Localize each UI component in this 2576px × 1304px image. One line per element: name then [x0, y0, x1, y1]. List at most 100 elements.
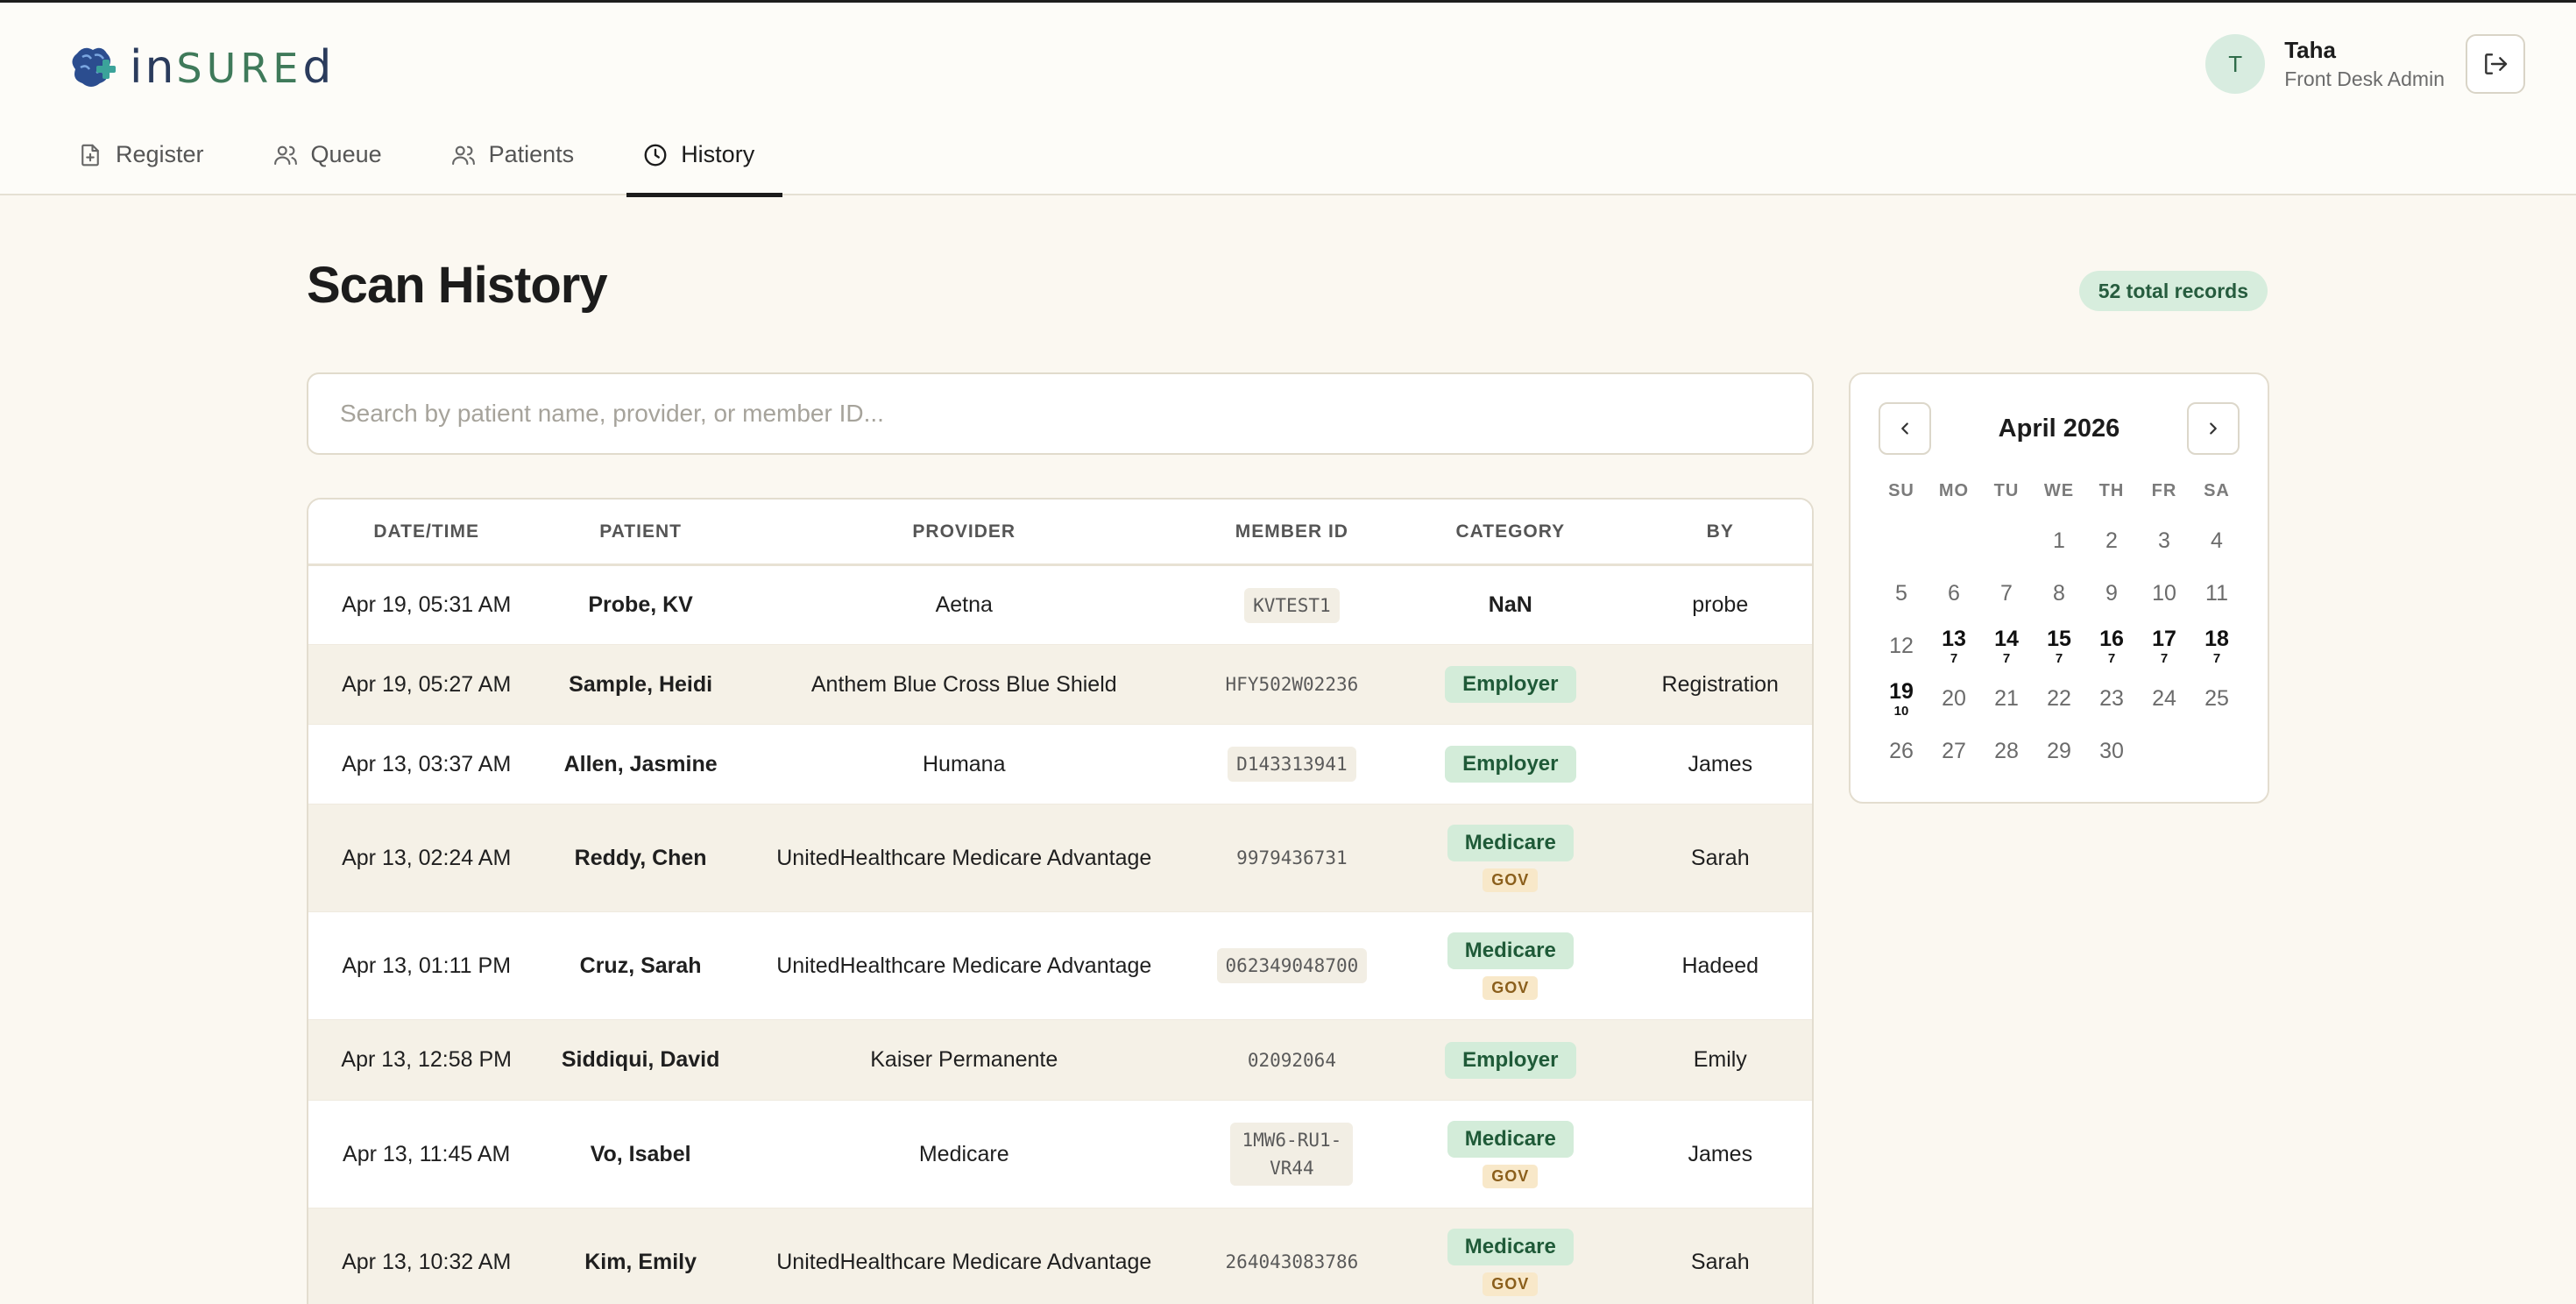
- row-by: Sarah: [1690, 1249, 1750, 1274]
- calendar-day-number: 13: [1942, 627, 1966, 651]
- calendar-day[interactable]: 26: [1875, 725, 1928, 777]
- row-category: NaN: [1488, 592, 1532, 617]
- clock-icon: [644, 144, 667, 166]
- header-patient[interactable]: PATIENT: [599, 521, 682, 542]
- calendar-day[interactable]: 16 7: [2085, 620, 2138, 672]
- header-provider[interactable]: PROVIDER: [912, 521, 1016, 542]
- calendar-day[interactable]: 20: [1928, 672, 1980, 725]
- table-row[interactable]: Apr 13, 01:11 PM Cruz, Sarah UnitedHealt…: [308, 912, 1812, 1020]
- calendar-day[interactable]: 15 7: [2033, 620, 2085, 672]
- row-member-id: 062349048700: [1216, 948, 1368, 983]
- calendar-day[interactable]: 13 7: [1928, 620, 1980, 672]
- calendar-weekdays: SU MO TU WE TH FR SA: [1875, 481, 2243, 501]
- calendar-day[interactable]: 30: [2085, 725, 2138, 777]
- calendar-day[interactable]: 5: [1875, 567, 1928, 620]
- row-member-id: HFY502W02236: [1225, 674, 1359, 695]
- avatar[interactable]: T: [2205, 34, 2266, 94]
- brain-cross-logo-icon: [72, 47, 116, 87]
- calendar-day-number: 29: [2047, 738, 2071, 763]
- tab-register[interactable]: Register: [61, 130, 232, 195]
- row-patient: Siddiqui, David: [561, 1047, 720, 1072]
- app-logo[interactable]: inSUREd: [65, 41, 334, 94]
- calendar-day-number: 1: [2053, 528, 2065, 553]
- row-member-id: 1MW6-RU1-VR44: [1230, 1123, 1354, 1186]
- table-row[interactable]: Apr 13, 02:24 AM Reddy, Chen UnitedHealt…: [308, 804, 1812, 912]
- prev-month-button[interactable]: [1879, 402, 1931, 455]
- tab-patients[interactable]: Patients: [435, 130, 603, 195]
- calendar-day-number: 10: [2152, 580, 2176, 606]
- row-by: Hadeed: [1681, 953, 1759, 978]
- main-nav: Register Queue Patients History: [61, 130, 807, 197]
- calendar-day[interactable]: 1: [2033, 514, 2085, 567]
- row-by: Registration: [1661, 671, 1779, 697]
- table-header: DATE/TIME PATIENT PROVIDER MEMBER ID CAT…: [308, 500, 1812, 566]
- calendar-day[interactable]: 10: [2138, 567, 2190, 620]
- tab-queue[interactable]: Queue: [257, 130, 410, 195]
- logo-wordmark: inSUREd: [130, 41, 335, 94]
- calendar-day[interactable]: 18 7: [2190, 620, 2243, 672]
- table-row[interactable]: Apr 13, 03:37 AM Allen, Jasmine Humana D…: [308, 725, 1812, 804]
- calendar-day-count: 7: [2055, 651, 2063, 666]
- calendar-day[interactable]: 6: [1928, 567, 1980, 620]
- row-member-id: 264043083786: [1225, 1251, 1359, 1272]
- calendar-day-number: 19: [1889, 679, 1914, 704]
- calendar-day-number: 30: [2099, 738, 2124, 763]
- calendar-day-count: 7: [2002, 651, 2011, 666]
- calendar-day[interactable]: 17 7: [2138, 620, 2190, 672]
- row-member-id: D143313941: [1228, 747, 1356, 782]
- header-member-id[interactable]: MEMBER ID: [1235, 521, 1348, 542]
- tab-history[interactable]: History: [626, 130, 783, 197]
- weekday-label: TU: [1993, 481, 2020, 500]
- calendar-day[interactable]: 14 7: [1980, 620, 2033, 672]
- table-row[interactable]: Apr 19, 05:27 AM Sample, Heidi Anthem Bl…: [308, 645, 1812, 725]
- row-date: Apr 13, 10:32 AM: [342, 1249, 512, 1274]
- calendar-day[interactable]: 23: [2085, 672, 2138, 725]
- search-input[interactable]: [307, 372, 1814, 455]
- calendar-day[interactable]: 8: [2033, 567, 2085, 620]
- row-provider: Anthem Blue Cross Blue Shield: [810, 671, 1117, 697]
- table-row[interactable]: Apr 13, 10:32 AM Kim, Emily UnitedHealth…: [308, 1208, 1812, 1304]
- table-row[interactable]: Apr 13, 12:58 PM Siddiqui, David Kaiser …: [308, 1020, 1812, 1101]
- calendar-day[interactable]: 27: [1928, 725, 1980, 777]
- row-provider: UnitedHealthcare Medicare Advantage: [776, 953, 1152, 978]
- users-icon: [273, 145, 297, 165]
- table-row[interactable]: Apr 13, 11:45 AM Vo, Isabel Medicare 1MW…: [308, 1101, 1812, 1208]
- calendar-day-number: 12: [1889, 633, 1914, 658]
- calendar-day[interactable]: 11: [2190, 567, 2243, 620]
- calendar-day[interactable]: 2: [2085, 514, 2138, 567]
- calendar-day[interactable]: 7: [1980, 567, 2033, 620]
- calendar-day[interactable]: 21: [1980, 672, 2033, 725]
- calendar-day[interactable]: 12: [1875, 620, 1928, 672]
- header-category[interactable]: CATEGORY: [1455, 521, 1566, 542]
- calendar-day[interactable]: 25: [2190, 672, 2243, 725]
- chevron-left-icon: [1901, 422, 1908, 435]
- category-badge: Medicare: [1447, 932, 1574, 969]
- header-date[interactable]: DATE/TIME: [373, 521, 479, 542]
- row-date: Apr 13, 12:58 PM: [341, 1047, 512, 1072]
- logout-icon: [2485, 53, 2508, 74]
- logout-button[interactable]: [2466, 34, 2525, 94]
- calendar-day-number: 6: [1948, 580, 1960, 606]
- calendar-day-grid: 1 2 3 4 5 6 7 8 9 10 11 12 13 7 14 7 15 7 16 7 17 7 18 7 19 10 20 2…: [1875, 514, 2243, 777]
- header-by[interactable]: BY: [1706, 521, 1734, 542]
- calendar-day[interactable]: 28: [1980, 725, 2033, 777]
- row-by: Sarah: [1690, 845, 1750, 870]
- calendar-day[interactable]: 24: [2138, 672, 2190, 725]
- calendar-day[interactable]: 3: [2138, 514, 2190, 567]
- table-row[interactable]: Apr 19, 05:31 AM Probe, KV Aetna KVTEST1…: [308, 566, 1812, 645]
- next-month-button[interactable]: [2187, 402, 2240, 455]
- calendar-day[interactable]: 9: [2085, 567, 2138, 620]
- row-date: Apr 19, 05:31 AM: [342, 592, 512, 617]
- calendar-day-number: 26: [1889, 738, 1914, 763]
- user-role: Front Desk Admin: [2284, 67, 2445, 90]
- calendar-day[interactable]: 4: [2190, 514, 2243, 567]
- row-date: Apr 13, 11:45 AM: [343, 1141, 511, 1166]
- calendar-day[interactable]: 19 10: [1875, 672, 1928, 725]
- gov-badge: GOV: [1483, 868, 1539, 892]
- gov-badge: GOV: [1483, 975, 1539, 1000]
- calendar-day-number: 14: [1994, 627, 2019, 651]
- calendar-day[interactable]: 22: [2033, 672, 2085, 725]
- gov-badge: GOV: [1483, 1272, 1539, 1296]
- calendar-month-title: April 2026: [1998, 415, 2120, 443]
- calendar-day[interactable]: 29: [2033, 725, 2085, 777]
